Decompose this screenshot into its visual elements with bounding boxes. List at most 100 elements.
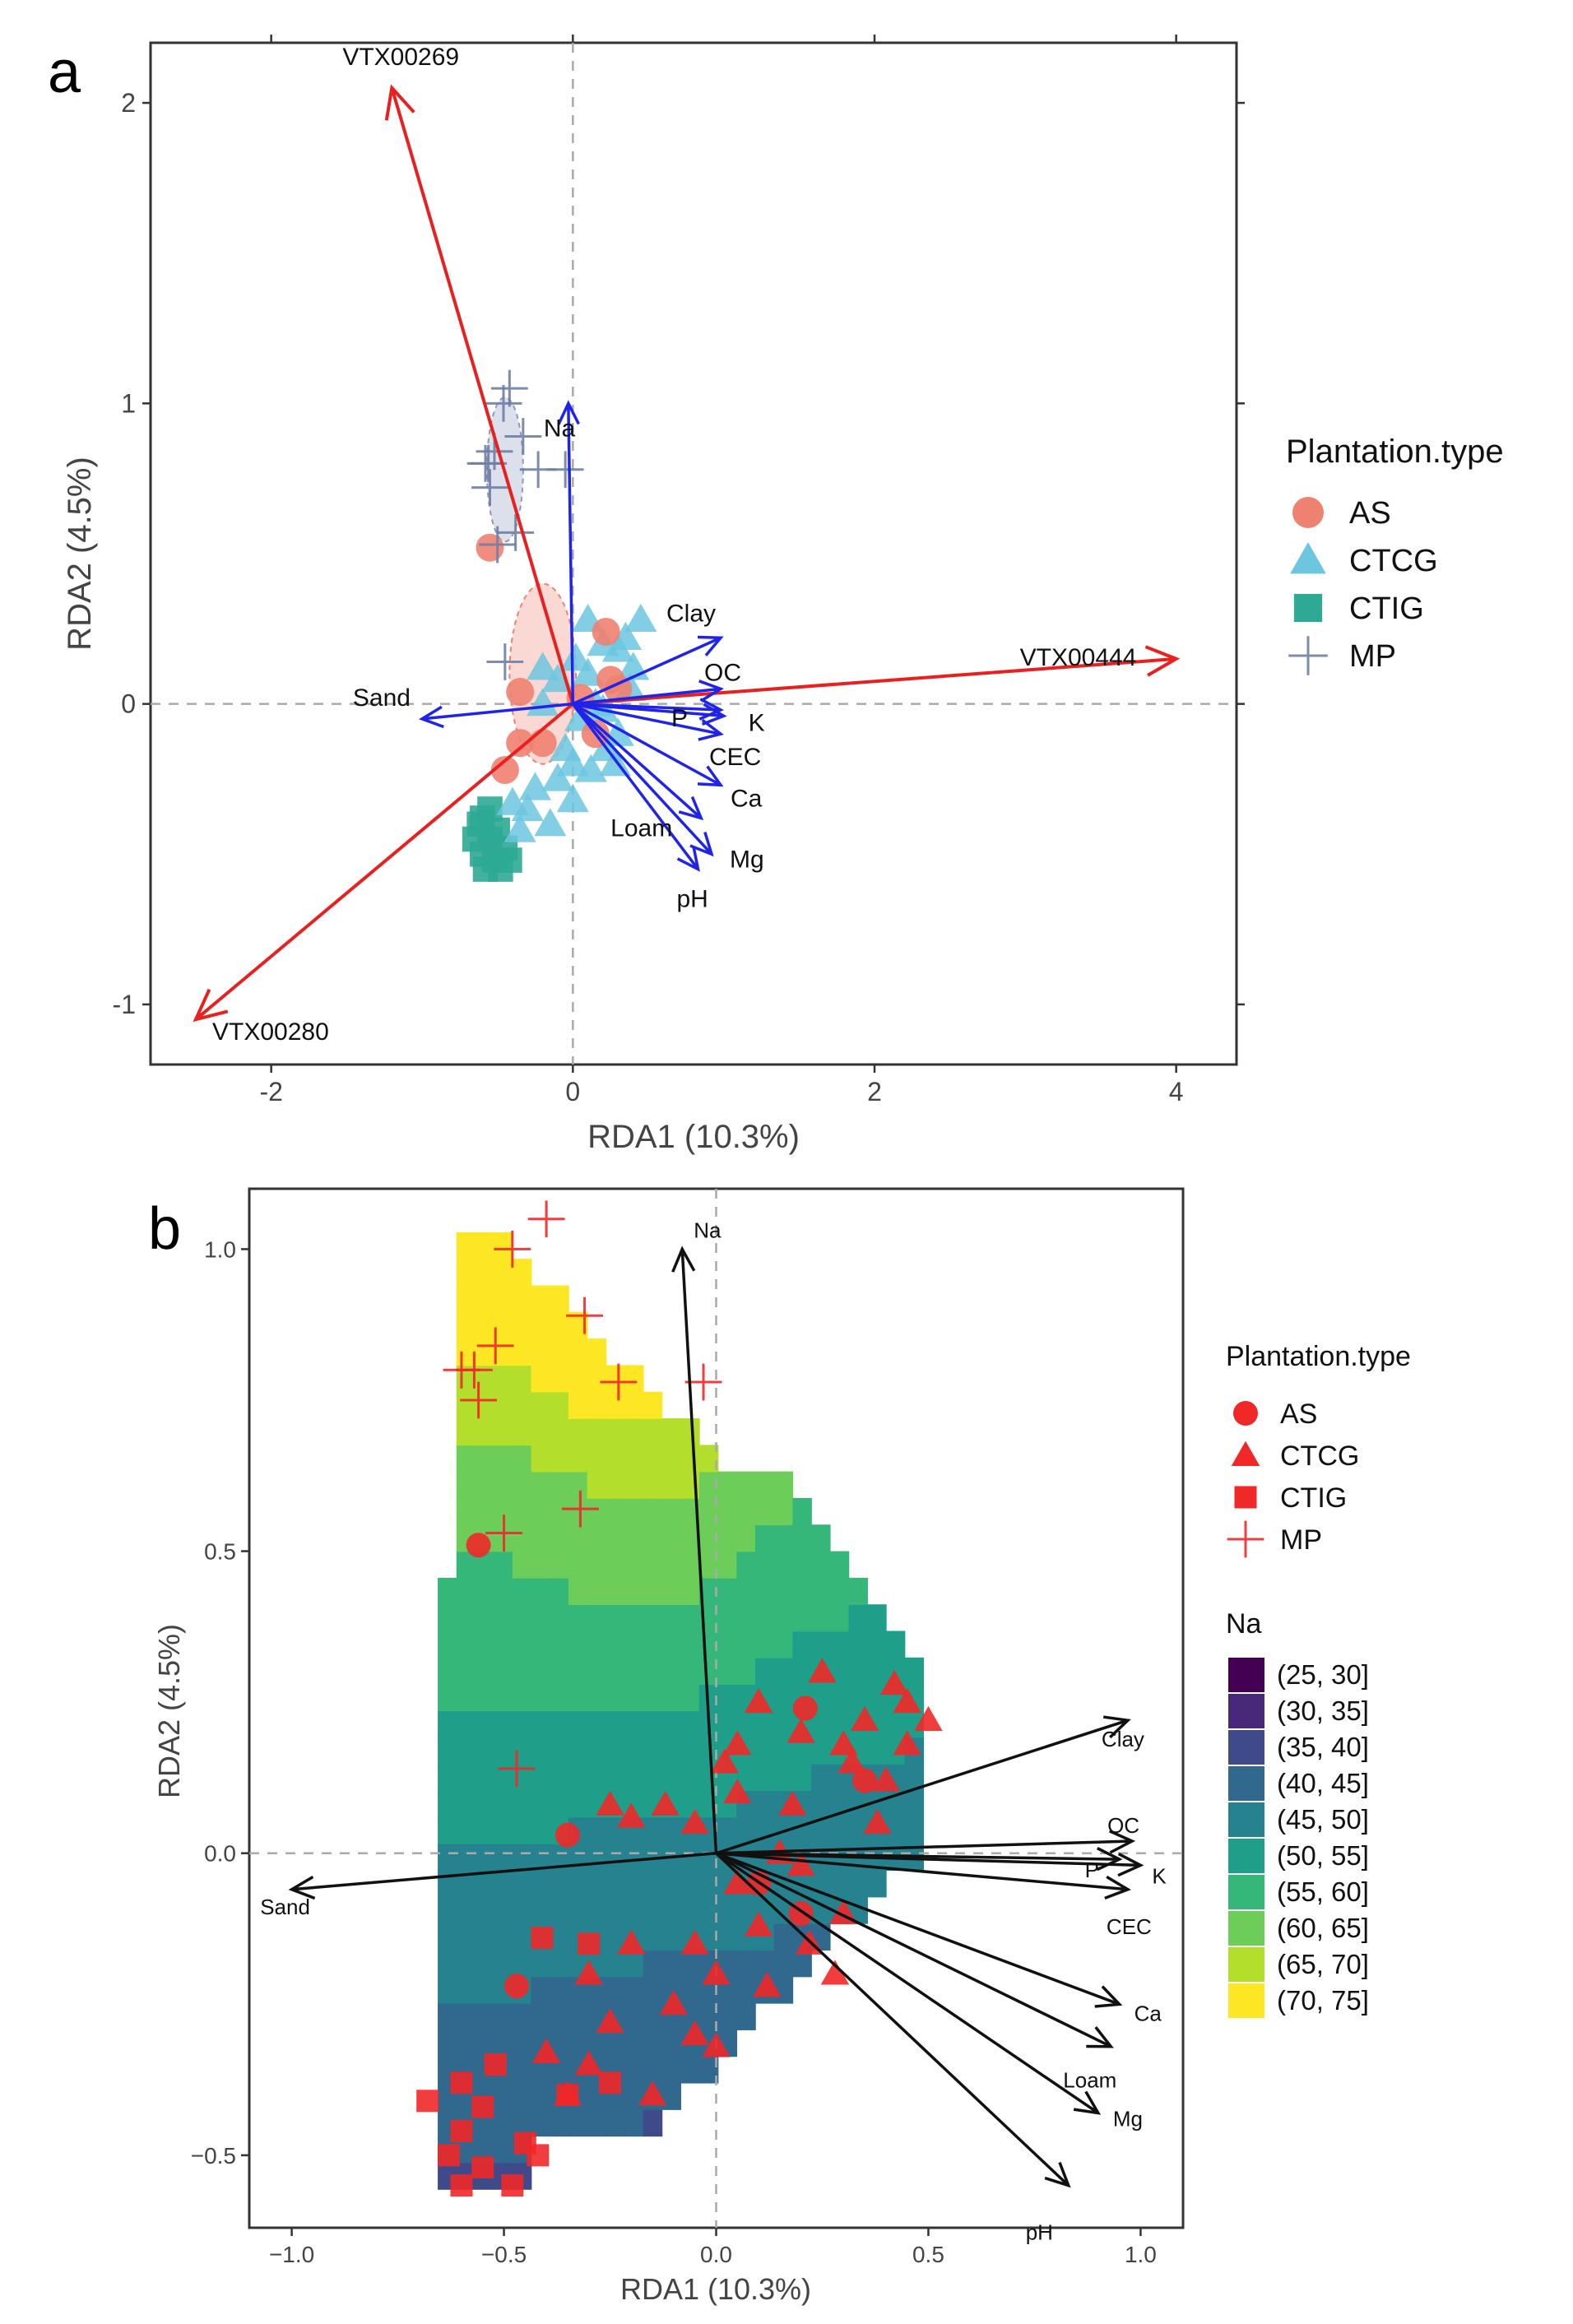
contour-cell xyxy=(698,1923,719,1951)
env-label-mg: Mg xyxy=(1113,2106,1143,2131)
contour-cell xyxy=(475,1950,494,1978)
contour-cell xyxy=(475,1577,494,1605)
env-label-p: P xyxy=(671,705,688,732)
contour-cell xyxy=(456,2029,476,2057)
contour-cell xyxy=(438,1604,457,1632)
point-ctig xyxy=(437,2144,460,2167)
contour-cell xyxy=(550,1285,569,1313)
contour-cell xyxy=(606,1950,625,1978)
legend-key-ctcg xyxy=(1290,542,1326,574)
contour-cell xyxy=(848,1577,868,1605)
contour-cell xyxy=(438,1816,457,1844)
contour-cell xyxy=(606,1870,625,1898)
point-mp xyxy=(566,1297,603,1334)
env-arrow-mg xyxy=(715,1852,1102,2115)
contour-cell xyxy=(550,1684,569,1712)
contour-cell xyxy=(661,1816,681,1844)
contour-cell xyxy=(512,1710,532,1738)
y-tick-label-a: 0 xyxy=(121,689,136,719)
contour-cell xyxy=(531,1950,551,1978)
contour-cell xyxy=(475,1737,494,1765)
contour-cell xyxy=(587,1843,607,1872)
contour-cell xyxy=(512,1418,532,1446)
contour-cell xyxy=(456,1923,476,1951)
contour-cell xyxy=(624,1710,644,1738)
contour-cell xyxy=(456,1976,476,2004)
contour-cell xyxy=(587,1631,607,1658)
contour-cell xyxy=(643,1710,663,1738)
contour-cell xyxy=(587,1365,607,1393)
contour-cell xyxy=(475,1816,494,1844)
env-arrow-k xyxy=(573,702,727,726)
contour-cell xyxy=(531,1896,551,1924)
contour-cell xyxy=(550,1923,569,1951)
env-label-cec: CEC xyxy=(709,744,761,771)
contour-cell xyxy=(643,1524,663,1552)
contour-cell xyxy=(475,1311,494,1339)
y-axis-ticks-b: −0.5 0.0 0.5 1.0 xyxy=(191,1236,249,2169)
contour-cell xyxy=(624,1471,644,1499)
contour-cell xyxy=(587,1710,607,1738)
contour-cell xyxy=(587,1471,607,1499)
env-arrow-cec xyxy=(716,1851,1131,1900)
contour-cell xyxy=(698,1551,719,1579)
contour-cell xyxy=(512,1365,532,1393)
contour-cell xyxy=(494,1657,513,1685)
x-tick-label-a: 0 xyxy=(565,1077,580,1106)
contour-cell xyxy=(494,1418,513,1446)
contour-cell xyxy=(550,1391,569,1419)
point-ctig xyxy=(527,2144,550,2167)
point-as xyxy=(466,1533,491,1558)
contour-cell xyxy=(680,1950,700,1978)
contour-cell xyxy=(475,2002,494,2030)
contour-cell xyxy=(736,1764,756,1792)
contour-cell xyxy=(568,1311,588,1339)
point-ctcg xyxy=(556,783,589,813)
y-tick-label-b: 0.5 xyxy=(204,1539,236,1565)
contour-cell xyxy=(550,1471,569,1499)
contour-cell xyxy=(661,1684,681,1712)
contour-cell xyxy=(438,1950,457,1978)
contour-cell xyxy=(829,1816,850,1844)
contour-cell xyxy=(624,1870,644,1898)
contour-cell xyxy=(475,1365,494,1393)
species-label-vtx00444: VTX00444 xyxy=(1020,644,1137,671)
contour-cell xyxy=(624,2002,644,2030)
point-mp xyxy=(504,418,542,455)
contour-cell xyxy=(624,2109,644,2137)
contour-cell xyxy=(438,1764,457,1792)
point-as xyxy=(852,1768,878,1793)
contour-cell xyxy=(904,1710,925,1738)
contour-cell xyxy=(494,1471,513,1499)
contour-cell xyxy=(792,1816,812,1844)
point-ctcg xyxy=(596,1790,624,1816)
species-label-vtx00269: VTX00269 xyxy=(342,44,459,71)
contour-cell xyxy=(512,1497,532,1526)
contour-cell xyxy=(680,1976,700,2004)
point-ctcg xyxy=(559,642,592,671)
legend-label-ctig: CTIG xyxy=(1280,1482,1347,1514)
contour-cell xyxy=(792,1551,812,1579)
legend-key-ctig xyxy=(1293,593,1323,623)
contour-cell xyxy=(643,1418,663,1446)
contour-cell xyxy=(811,1577,831,1605)
x-tick-label-b: 0.0 xyxy=(700,2242,732,2267)
contour-cell xyxy=(512,1923,532,1951)
contour-cell xyxy=(550,1524,569,1552)
point-as xyxy=(792,1695,818,1721)
point-ctcg xyxy=(680,2020,709,2045)
contour-cell xyxy=(531,1445,551,1473)
contour-cell xyxy=(512,1631,532,1658)
contour-cell xyxy=(531,1816,551,1844)
zero-lines-a xyxy=(151,43,1237,1065)
contour-cell xyxy=(624,1896,644,1924)
contour-cell xyxy=(587,1896,607,1924)
contour-cell xyxy=(512,1684,532,1712)
env-label-loam: Loam xyxy=(1063,2068,1116,2093)
point-ctcg xyxy=(893,1730,921,1756)
legend-key-mp xyxy=(1288,636,1328,675)
contour-cell xyxy=(568,1391,588,1419)
contour-cell xyxy=(661,1604,681,1632)
env-label-ph: pH xyxy=(677,886,708,913)
contour-cell xyxy=(568,1577,588,1605)
